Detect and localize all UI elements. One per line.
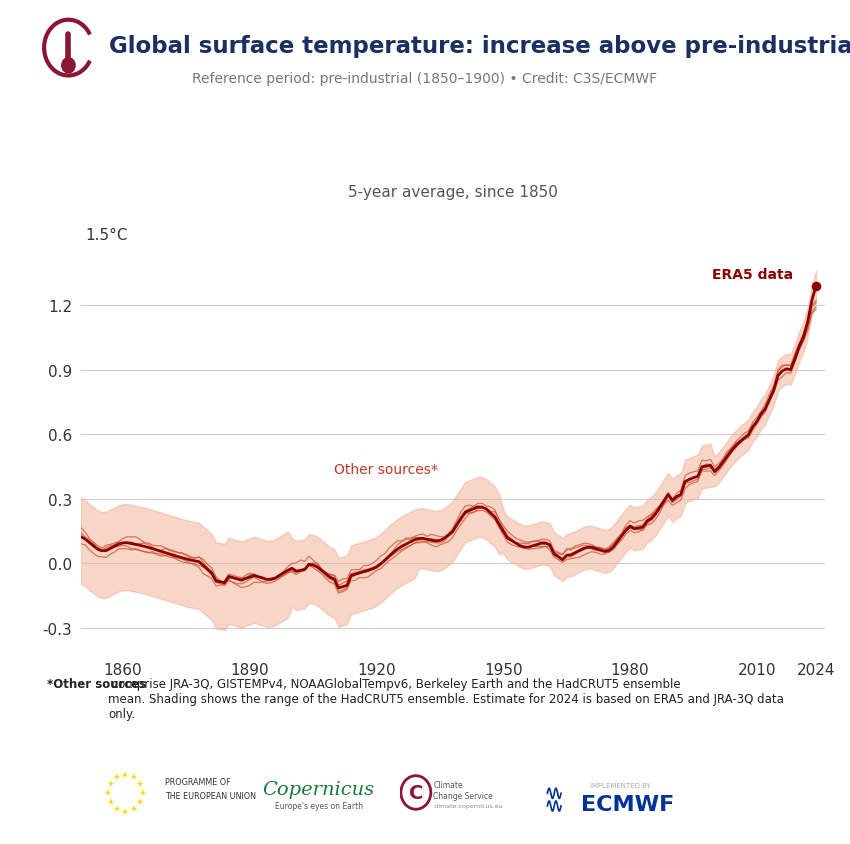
Text: climate.copernicus.eu: climate.copernicus.eu [434, 803, 502, 808]
Text: 5-year average, since 1850: 5-year average, since 1850 [348, 185, 558, 200]
Text: PROGRAMME OF: PROGRAMME OF [165, 777, 230, 786]
Circle shape [62, 58, 75, 73]
Text: Climate: Climate [434, 780, 462, 789]
Text: Global surface temperature: increase above pre-industrial: Global surface temperature: increase abo… [109, 35, 850, 58]
Text: ERA5 data: ERA5 data [711, 268, 793, 281]
Text: Europe's eyes on Earth: Europe's eyes on Earth [275, 801, 363, 809]
Text: Copernicus: Copernicus [263, 780, 375, 798]
Text: Change Service: Change Service [434, 791, 493, 799]
Text: Other sources*: Other sources* [334, 463, 439, 476]
Text: IMPLEMENTED BY: IMPLEMENTED BY [590, 782, 651, 788]
Text: 1.5°C: 1.5°C [85, 228, 128, 243]
Point [809, 279, 823, 293]
Text: C: C [409, 783, 423, 802]
Text: *Other sources: *Other sources [47, 677, 146, 690]
Text: THE EUROPEAN UNION: THE EUROPEAN UNION [165, 792, 256, 800]
Text: ECMWF: ECMWF [581, 794, 675, 814]
Text: Reference period: pre-industrial (1850–1900) • Credit: C3S/ECMWF: Reference period: pre-industrial (1850–1… [192, 72, 658, 86]
Text: comprise JRA-3Q, GISTEMPv4, NOAAGlobalTempv6, Berkeley Earth and the HadCRUT5 en: comprise JRA-3Q, GISTEMPv4, NOAAGlobalTe… [108, 677, 784, 720]
